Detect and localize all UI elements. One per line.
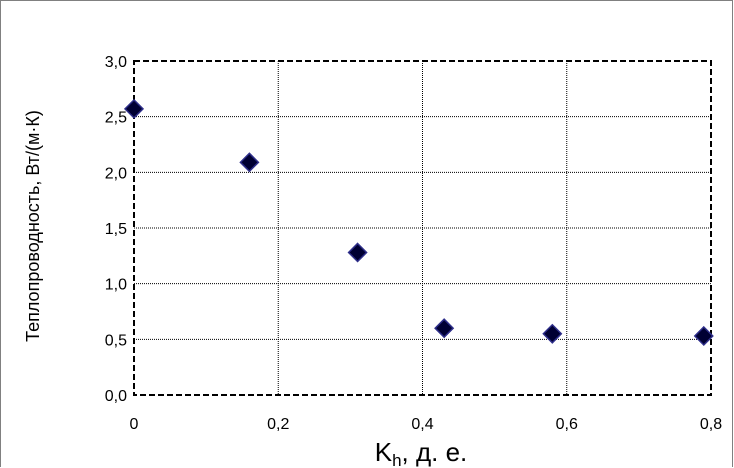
x-tick-label: 0	[130, 416, 139, 433]
data-point-marker	[123, 98, 145, 119]
grid-lines	[134, 61, 711, 395]
plot-area-border	[133, 60, 712, 396]
x-axis-label-subscript: h	[392, 451, 401, 468]
data-point-marker	[693, 325, 714, 347]
data-point-marker	[434, 318, 455, 339]
x-axis-label-units: , д. е.	[402, 437, 468, 467]
data-points	[123, 98, 714, 347]
data-point-marker	[542, 323, 563, 344]
y-tick-label: 1,5	[105, 221, 127, 238]
x-tick-labels: 0 0,2 0,4 0,6 0,8	[130, 416, 723, 433]
y-tick-label: 3,0	[105, 54, 127, 71]
data-point-marker	[239, 152, 260, 173]
x-tick-label: 0,8	[700, 416, 722, 433]
data-point-marker	[347, 242, 368, 263]
y-tick-labels: 0,0 0,5 1,0 1,5 2,0 2,5 3,0	[105, 54, 127, 405]
x-tick-label: 0,2	[267, 416, 289, 433]
y-tick-label: 0,5	[105, 332, 127, 349]
y-tick-label: 2,0	[105, 165, 127, 182]
y-tick-label: 2,5	[105, 110, 127, 127]
x-tick-label: 0,6	[556, 416, 578, 433]
y-axis-label: Теплопроводность, Вт/(м·К)	[23, 110, 43, 342]
y-tick-label: 1,0	[105, 277, 127, 294]
x-tick-label: 0,4	[411, 416, 433, 433]
y-tick-label: 0,0	[105, 388, 127, 405]
x-axis-label: Kh, д. е.	[375, 437, 468, 468]
x-axis-label-main: K	[375, 437, 393, 467]
